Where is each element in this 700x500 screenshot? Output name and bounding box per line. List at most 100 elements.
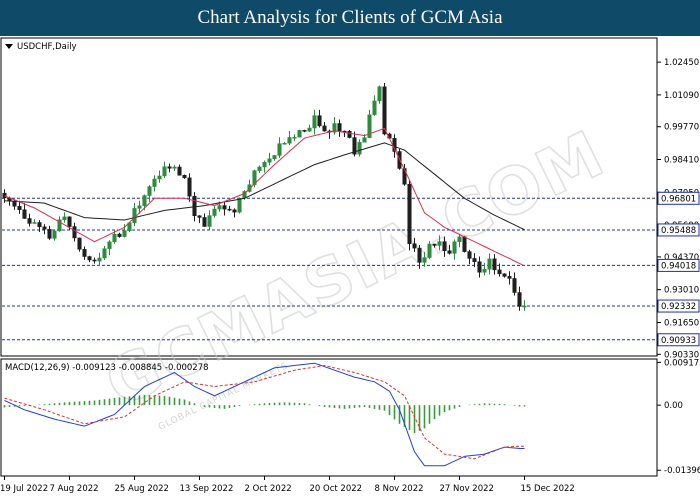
- price-tick-label: 0.93010: [664, 286, 699, 296]
- candle-body: [302, 130, 307, 132]
- candle-body: [452, 241, 457, 254]
- price-tags: 0.96801 0.95488 0.94018 0.92332 0.90933: [657, 191, 700, 347]
- level-price-label: 0.90933: [661, 336, 696, 346]
- chart-background: [0, 36, 700, 500]
- candle-body: [212, 208, 217, 216]
- candle-body: [522, 305, 527, 308]
- candle-body: [457, 236, 462, 243]
- candle-body: [117, 233, 122, 237]
- candle-body: [42, 226, 47, 230]
- macd-tick-label: -0.013965: [664, 466, 700, 476]
- price-tick-label: 1.02450: [664, 58, 699, 68]
- candle-body: [417, 247, 422, 263]
- candle-body: [97, 257, 102, 262]
- price-panel: 0.93010 0.91650 0.90330 1.02450 1.01090 0.997…: [2, 58, 700, 360]
- candle-body: [507, 276, 512, 279]
- candle-body: [177, 166, 182, 176]
- candle-body: [227, 208, 232, 211]
- candle-body: [322, 125, 327, 132]
- candle-body: [502, 273, 507, 277]
- level-price-tag: [657, 223, 700, 237]
- candle-body: [137, 205, 142, 209]
- price-tick-label: 0.91650: [664, 318, 699, 328]
- candle-body: [262, 162, 267, 168]
- candle-body: [487, 258, 492, 270]
- candle-body: [497, 269, 502, 275]
- level-price-tag: [657, 299, 700, 313]
- time-axis-label: 27 Nov 2022: [440, 484, 494, 494]
- chart-banner-title: Chart Analysis for Clients of GCM Asia: [0, 0, 700, 36]
- macd-line: [4, 362, 525, 467]
- candle-body: [307, 127, 312, 132]
- candle-body: [372, 100, 377, 116]
- macd-lines: [4, 362, 525, 467]
- candle-body: [152, 178, 157, 187]
- candle-body: [462, 236, 467, 252]
- candle-body: [282, 142, 287, 145]
- level-price-label: 0.92332: [661, 302, 696, 312]
- candle-body: [202, 217, 207, 227]
- candle-body: [67, 216, 72, 227]
- candle-body: [132, 208, 137, 224]
- symbol-dropdown-icon[interactable]: [5, 44, 13, 49]
- candle-body: [72, 226, 77, 239]
- candle-body: [2, 192, 7, 199]
- candle-body: [182, 175, 187, 179]
- candle-body: [367, 114, 372, 138]
- level-price-tag: [657, 191, 700, 205]
- candle-body: [332, 123, 337, 133]
- horizontal-levels: [2, 197, 657, 341]
- candle-body: [432, 243, 437, 246]
- candle-body: [32, 222, 37, 224]
- candle-body: [107, 241, 112, 249]
- moving-averages: [4, 127, 525, 267]
- candle-body: [52, 230, 57, 239]
- candle-body: [112, 233, 117, 243]
- candle-body: [232, 209, 237, 213]
- time-axis-label: 15 Dec 2022: [521, 484, 575, 494]
- macd-tick-label: 0.00: [664, 401, 683, 411]
- candle-body: [352, 137, 357, 155]
- time-axis-label: 20 Oct 2022: [310, 484, 363, 494]
- time-axis-label: 13 Sep 2022: [180, 484, 234, 494]
- candle-body: [22, 209, 27, 219]
- time-axis-label: 7 Aug 2022: [50, 484, 99, 494]
- level-price-label: 0.96801: [661, 194, 696, 204]
- candle-body: [17, 205, 22, 211]
- candle-body: [427, 243, 432, 258]
- candle-body: [272, 155, 277, 159]
- candle-body: [447, 250, 452, 254]
- candle-body: [337, 123, 342, 132]
- candle-body: [292, 136, 297, 139]
- macd-title: MACD(12,26,9) -0.009123 -0.008845 -0.000…: [5, 363, 209, 373]
- candle-body: [77, 237, 82, 250]
- slow-moving-average-line: [4, 142, 525, 231]
- price-tick-label: 0.98410: [664, 156, 699, 166]
- price-tick-label: 0.94370: [664, 253, 699, 263]
- candle-body: [172, 166, 177, 169]
- macd-signal-line: [4, 364, 525, 460]
- candle-body: [27, 218, 32, 224]
- time-axis-label: 25 Aug 2022: [115, 484, 169, 494]
- candle-body: [492, 258, 497, 271]
- candle-body: [92, 259, 97, 262]
- chart-canvas[interactable]: GCMASIA.COM GLOBAL CAPITAL MARKETS 0.930…: [0, 36, 700, 500]
- candle-body: [362, 137, 367, 143]
- candle-body: [442, 241, 447, 251]
- candle-body: [142, 195, 147, 207]
- candle-body: [347, 130, 352, 138]
- macd-tick-label: 0.009173: [664, 358, 700, 368]
- price-tick-label: 0.99770: [664, 123, 699, 133]
- candle-body: [192, 195, 197, 216]
- candle-body: [402, 168, 407, 185]
- candle-body: [57, 219, 62, 232]
- candle-body: [62, 216, 67, 220]
- candle-body: [482, 268, 487, 273]
- candle-body: [412, 243, 417, 249]
- candle-body: [407, 183, 412, 244]
- macd-histogram: [3, 394, 526, 434]
- candle-body: [517, 292, 522, 307]
- candle-body: [167, 166, 172, 169]
- candle-body: [277, 143, 282, 156]
- candle-body: [162, 166, 167, 177]
